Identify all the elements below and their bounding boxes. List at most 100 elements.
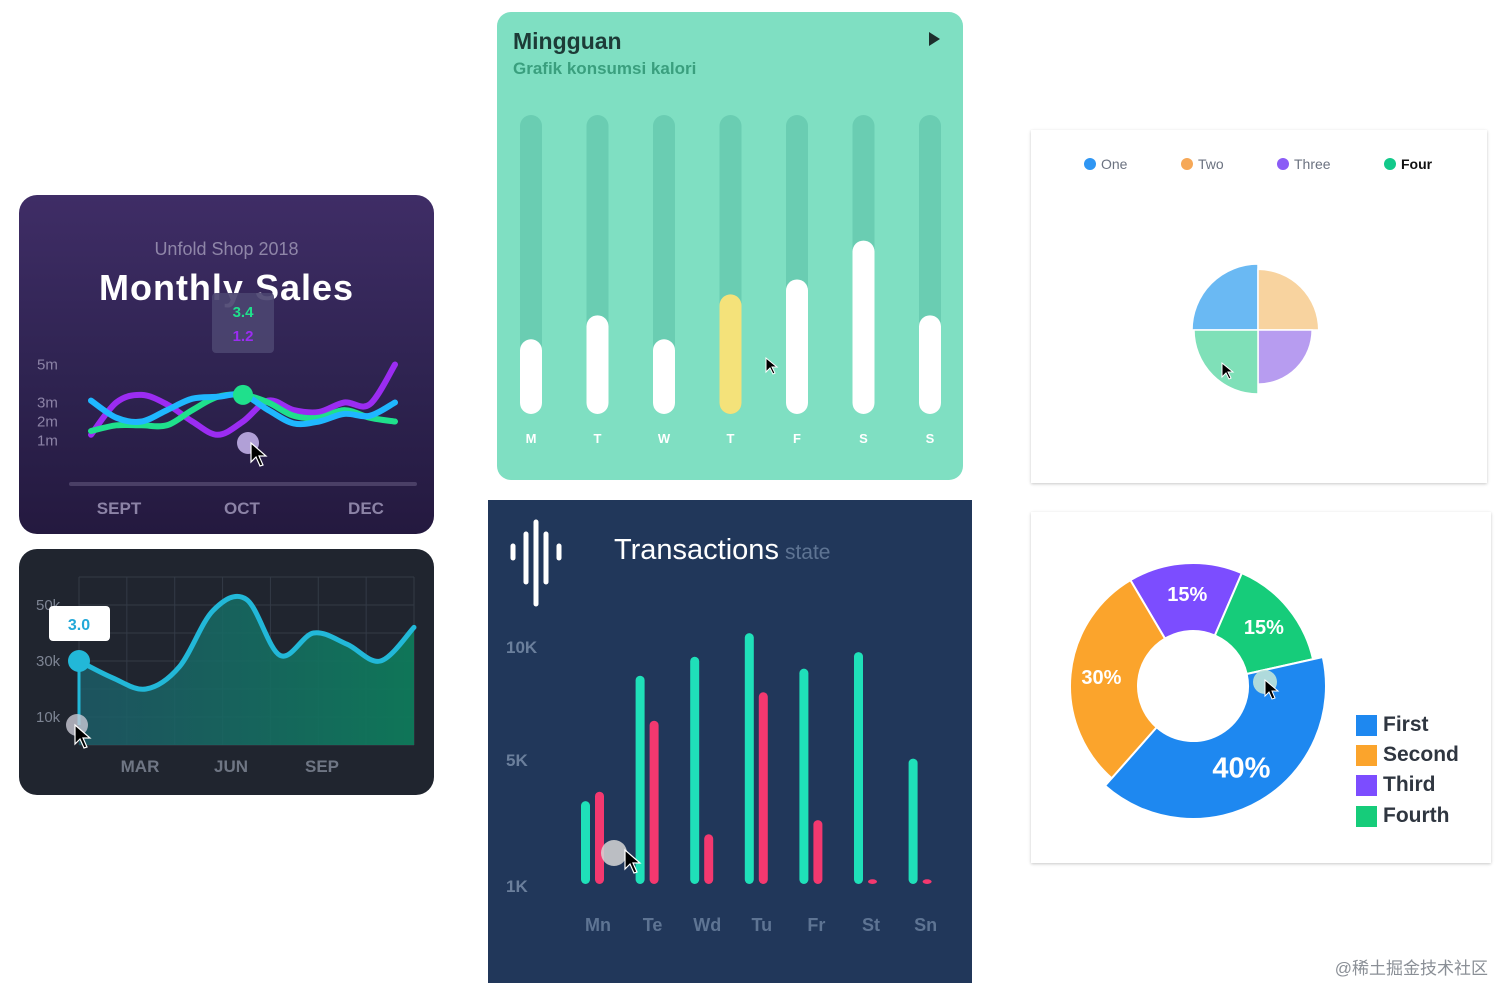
- y-tick-label: 30k: [36, 653, 61, 670]
- quarter-pie-chart[interactable]: [1031, 130, 1487, 483]
- transactions-bar-chart[interactable]: 1K 5K 10K Mn Te Wd Tu Fr St Sn: [488, 500, 972, 983]
- x-tick-label: OCT: [224, 499, 261, 518]
- x-tick-label: T: [594, 431, 602, 446]
- legend-swatch: [1356, 805, 1377, 827]
- area-line: [76, 593, 417, 692]
- transaction-bar: [690, 656, 700, 884]
- transaction-bar: [854, 652, 863, 884]
- transaction-bar: [744, 633, 754, 884]
- x-tick-label: Sn: [914, 915, 937, 935]
- tooltip-point: [68, 650, 90, 672]
- tooltip-value: 3.0: [68, 617, 90, 634]
- calorie-subtitle: Grafik konsumsi kalori: [513, 59, 697, 78]
- pie-card: One Two Three Four: [1031, 130, 1487, 483]
- donut-card: 15% 15% 40% 30% First Second Third Fourth: [1031, 512, 1491, 863]
- x-tick-label: DEC: [348, 499, 384, 518]
- transaction-bar: [922, 879, 932, 884]
- bar-fill: [520, 339, 542, 414]
- cursor-icon: [1221, 361, 1235, 380]
- tooltip-value-b: 1.2: [233, 328, 254, 345]
- y-tick-label: 2m: [37, 414, 58, 431]
- transaction-bar: [799, 668, 809, 884]
- x-tick-label: Fr: [807, 915, 825, 935]
- cursor-halo: [601, 840, 627, 866]
- legend-item[interactable]: Three: [1277, 156, 1331, 172]
- bar-fill: [852, 240, 875, 414]
- legend-label: Second: [1383, 743, 1459, 766]
- transaction-bar: [635, 675, 645, 884]
- y-tick-label: 1K: [506, 877, 528, 896]
- weekly-calorie-card: Mingguan Grafik konsumsi kalori M T W T F S S: [497, 12, 963, 480]
- y-tick-label: 5K: [506, 751, 528, 770]
- x-tick-label: Mn: [585, 915, 611, 935]
- legend-label: Three: [1294, 156, 1331, 172]
- cursor-icon: [765, 356, 779, 375]
- bar-fill: [719, 294, 742, 414]
- transaction-bar: [908, 758, 918, 884]
- revenue-area-card: 10k 30k 50k MAR JUN SEP 3.0: [19, 549, 434, 795]
- y-tick-label: 3m: [37, 395, 58, 412]
- x-tick-label: SEPT: [97, 499, 142, 518]
- legend-label: Four: [1401, 156, 1433, 172]
- x-tick-label: F: [793, 431, 801, 446]
- area-fill: [79, 596, 414, 745]
- transaction-bar: [813, 820, 823, 884]
- pie-slice: [1193, 329, 1259, 395]
- legend-label: One: [1101, 156, 1128, 172]
- x-tick-label: M: [526, 431, 537, 446]
- legend-item[interactable]: First: [1356, 713, 1429, 737]
- x-tick-label: S: [926, 431, 935, 446]
- x-tick-label: W: [658, 431, 671, 446]
- cursor-icon: [74, 723, 92, 749]
- transaction-bar: [581, 801, 590, 884]
- bar-track: [520, 115, 542, 414]
- x-tick-label: Wd: [693, 915, 721, 935]
- transaction-bar: [868, 879, 877, 884]
- tooltip-value-a: 3.4: [233, 304, 255, 321]
- bar-fill: [786, 279, 808, 414]
- x-tick-label: JUN: [214, 757, 248, 776]
- legend-swatch: [1356, 714, 1377, 736]
- legend-item[interactable]: Four: [1384, 156, 1432, 172]
- donut-slice: [1069, 578, 1167, 780]
- legend-item[interactable]: Second: [1356, 743, 1459, 767]
- pie-slice: [1257, 329, 1313, 385]
- legend-dot: [1181, 158, 1193, 170]
- tooltip-box: [212, 293, 274, 353]
- legend-item[interactable]: Fourth: [1356, 804, 1449, 828]
- x-tick-label: S: [859, 431, 868, 446]
- donut-value-label: 15%: [1167, 584, 1207, 606]
- transaction-bar: [595, 791, 604, 884]
- x-tick-label: SEP: [305, 757, 339, 776]
- legend-item[interactable]: One: [1084, 156, 1127, 172]
- legend-label: First: [1383, 713, 1429, 736]
- transactions-title-text: Transactions: [614, 534, 779, 566]
- x-tick-label: Te: [643, 915, 663, 935]
- play-icon[interactable]: [929, 32, 940, 46]
- legend-label: Two: [1198, 156, 1224, 172]
- tooltip-box: [49, 606, 110, 641]
- bar-track: [653, 115, 675, 414]
- x-tick-label: Tu: [751, 915, 772, 935]
- transaction-bar: [704, 834, 714, 884]
- x-tick-label: MAR: [121, 757, 160, 776]
- pie-slice: [1191, 263, 1259, 331]
- tooltip-point: [233, 384, 253, 405]
- y-tick-label: 5m: [37, 357, 58, 374]
- bar-fill: [919, 315, 941, 414]
- y-tick-label: 10K: [506, 638, 538, 657]
- monthly-sales-card: Unfold Shop 2018 Monthly Sales 1m 2m 3m 5m S…: [19, 195, 434, 534]
- share-donut-chart[interactable]: 15% 15% 40% 30%: [1031, 512, 1491, 863]
- legend-item[interactable]: Two: [1181, 156, 1224, 172]
- pie-slice: [1257, 268, 1320, 331]
- x-tick-label: T: [727, 431, 735, 446]
- cursor-halo: [66, 714, 88, 736]
- monthly-sales-chart[interactable]: 1m 2m 3m 5m SEPT OCT DEC 3.4 1.2: [19, 195, 434, 534]
- legend-item[interactable]: Third: [1356, 773, 1436, 797]
- cursor-icon: [1264, 678, 1280, 700]
- cursor-icon: [250, 441, 268, 467]
- legend-label: Fourth: [1383, 804, 1450, 827]
- donut-value-label: 30%: [1081, 667, 1121, 689]
